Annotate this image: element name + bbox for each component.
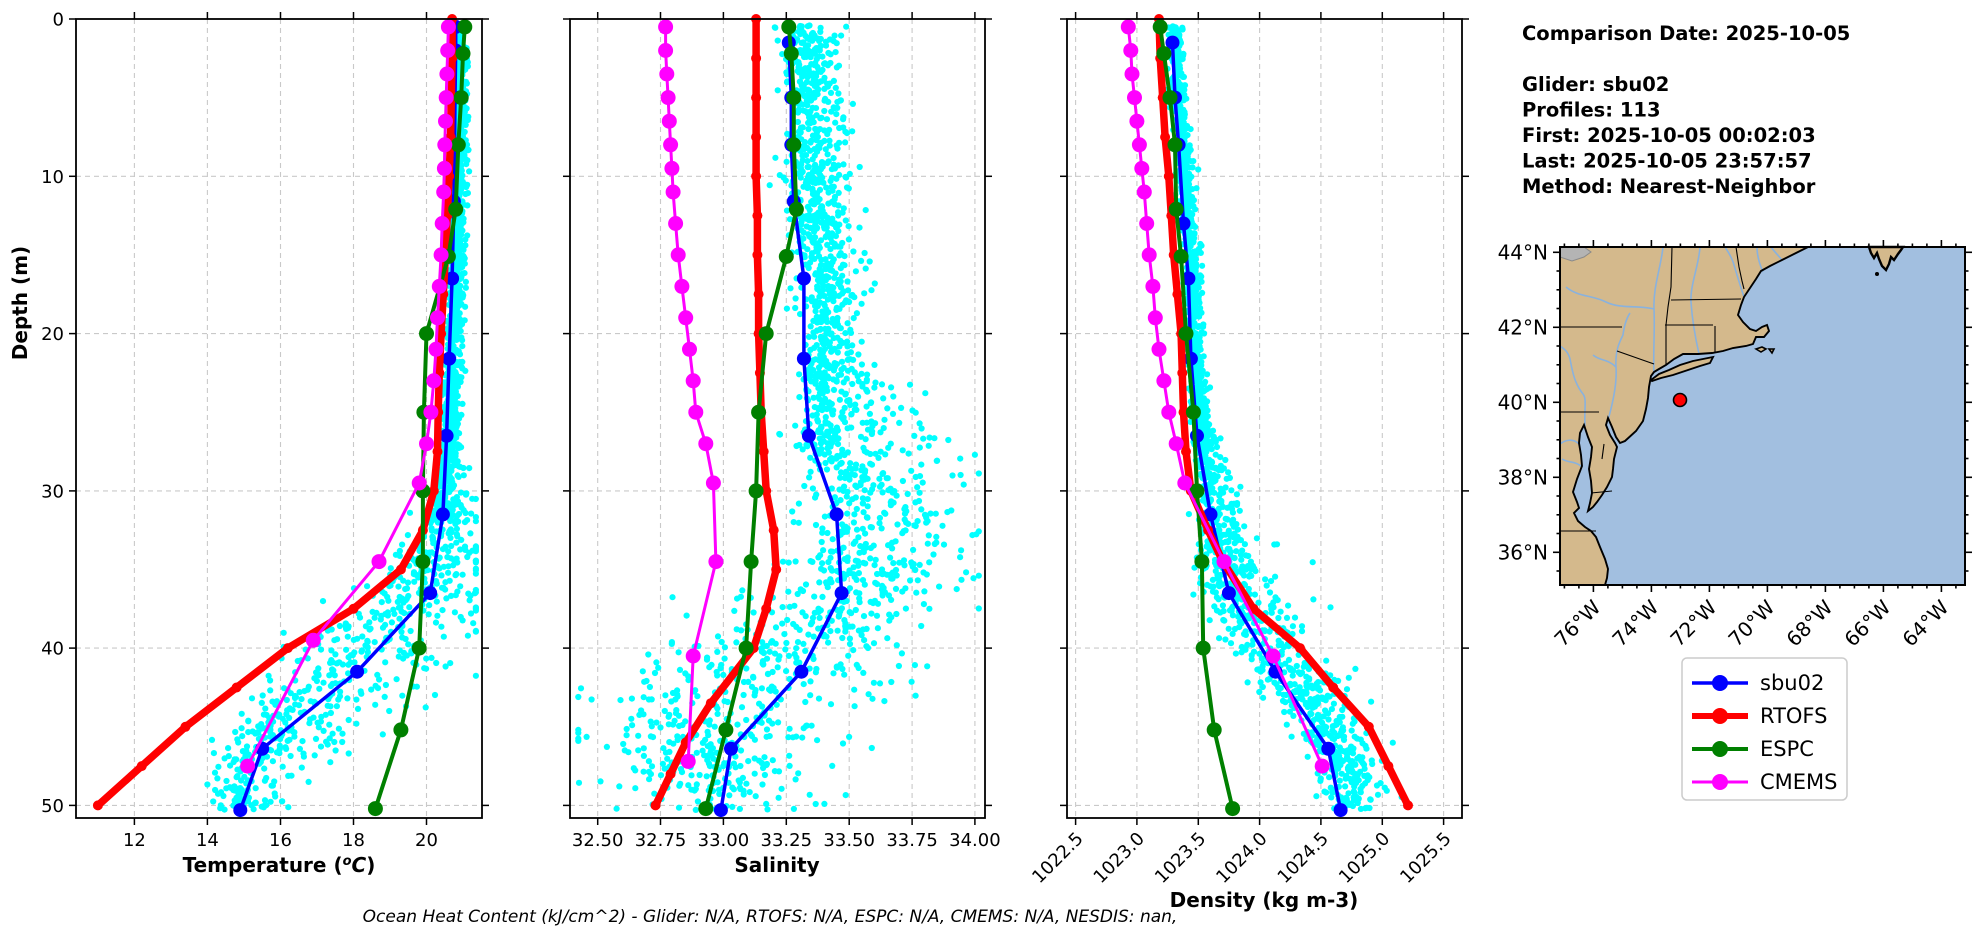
svg-text:34.00: 34.00 (949, 830, 1001, 851)
density-ticks (1060, 12, 1469, 825)
info-line-2: Glider: sbu02 (1522, 73, 1669, 96)
svg-text:18: 18 (342, 830, 365, 851)
info-line-0: Comparison Date: 2025-10-05 (1522, 22, 1850, 45)
temperature-axis-label: Temperature (oC) (183, 853, 376, 877)
salinity-tick-labels: 32.50 32.75 33.00 33.25 33.50 33.75 34.00 (572, 830, 1001, 851)
salinity-ticks (563, 12, 992, 825)
map-long-island (1649, 355, 1715, 383)
map-land (1560, 247, 1808, 585)
temperature-ticks (69, 12, 489, 825)
salinity-grid (570, 19, 985, 818)
svg-text:33.75: 33.75 (886, 830, 938, 851)
map-island-1 (1767, 348, 1776, 355)
density-axis-label: Density (kg m-3) (1170, 888, 1359, 912)
svg-text:14: 14 (196, 830, 219, 851)
info-line-3: Profiles: 113 (1522, 99, 1661, 122)
salinity-series-CMEMS (658, 19, 724, 769)
map-ticks (1553, 240, 1972, 592)
map-state-borders (1560, 246, 1745, 532)
map-coastline (1559, 246, 1809, 586)
svg-text:32.50: 32.50 (572, 830, 624, 851)
legend-marker-sbu02 (1712, 675, 1728, 691)
svg-text:20: 20 (41, 324, 64, 345)
ocean-heat-content-footer: Ocean Heat Content (kJ/cm^2) - Glider: N… (363, 907, 1178, 927)
temperature-spines (75, 18, 483, 819)
svg-text:33.50: 33.50 (823, 830, 875, 851)
temperature-series-CMEMS (240, 19, 456, 774)
legend-label-CMEMS: CMEMS (1760, 770, 1838, 794)
legend-marker-CMEMS (1712, 774, 1728, 790)
map-islet (1875, 272, 1879, 276)
map-nova-scotia (1867, 245, 1906, 273)
density-spines (1066, 18, 1463, 819)
svg-text:40: 40 (41, 639, 64, 660)
map-frame (1559, 246, 1966, 586)
density-series-ESPC (1152, 19, 1241, 817)
salinity-series-ESPC (698, 19, 804, 817)
info-line-4: First: 2025-10-05 00:02:03 (1522, 124, 1816, 147)
legend-label-sbu02: sbu02 (1760, 671, 1824, 695)
svg-text:12: 12 (123, 830, 146, 851)
salinity-axis-label: Salinity (734, 853, 819, 877)
svg-text:0: 0 (53, 10, 64, 31)
svg-text:20: 20 (415, 830, 438, 851)
temperature-tick-labels: 12 14 16 18 20 0 10 20 30 40 50 (41, 10, 438, 852)
comparison-info-panel: Comparison Date: 2025-10-05 Glider: sbu02… (1522, 22, 1850, 198)
legend-marker-ESPC (1712, 741, 1728, 757)
salinity-panel: 32.50 32.75 33.00 33.25 33.50 33.75 34.00 (563, 12, 1001, 851)
temperature-panel: 12 14 16 18 20 0 10 20 30 40 50 (41, 10, 489, 852)
depth-axis-label: Depth (m) (8, 246, 32, 360)
density-series-CMEMS (1120, 19, 1330, 774)
legend-box (1681, 657, 1848, 801)
legend-entry-RTOFS: RTOFS (1692, 704, 1827, 728)
info-line-6: Method: Nearest-Neighbor (1522, 175, 1816, 198)
svg-text:16: 16 (269, 830, 292, 851)
salinity-series-sbu02 (713, 35, 849, 818)
svg-text:30: 30 (41, 481, 64, 502)
legend-label-ESPC: ESPC (1760, 737, 1814, 761)
svg-text:32.75: 32.75 (635, 830, 687, 851)
legend-entry-CMEMS: CMEMS (1692, 770, 1838, 794)
legend-label-RTOFS: RTOFS (1760, 704, 1827, 728)
map-island-0 (1754, 346, 1768, 353)
legend-entry-sbu02: sbu02 (1692, 671, 1824, 695)
svg-text:33.00: 33.00 (698, 830, 750, 851)
profile-panels: 12 14 16 18 20 0 10 20 30 40 50 32.50 32.75 33.00 33.2… (41, 10, 1469, 888)
info-line-5: Last: 2025-10-05 23:57:57 (1522, 150, 1812, 173)
svg-text:33.25: 33.25 (761, 830, 813, 851)
svg-text:50: 50 (41, 796, 64, 817)
legend: sbu02 RTOFS ESPC CMEMS (1681, 657, 1848, 801)
svg-text:10: 10 (41, 167, 64, 188)
legend-marker-RTOFS (1712, 708, 1728, 724)
temperature-series-ESPC (367, 19, 473, 817)
glider-location-marker (1672, 392, 1688, 408)
salinity-spines (569, 18, 986, 819)
legend-entry-ESPC: ESPC (1692, 737, 1814, 761)
